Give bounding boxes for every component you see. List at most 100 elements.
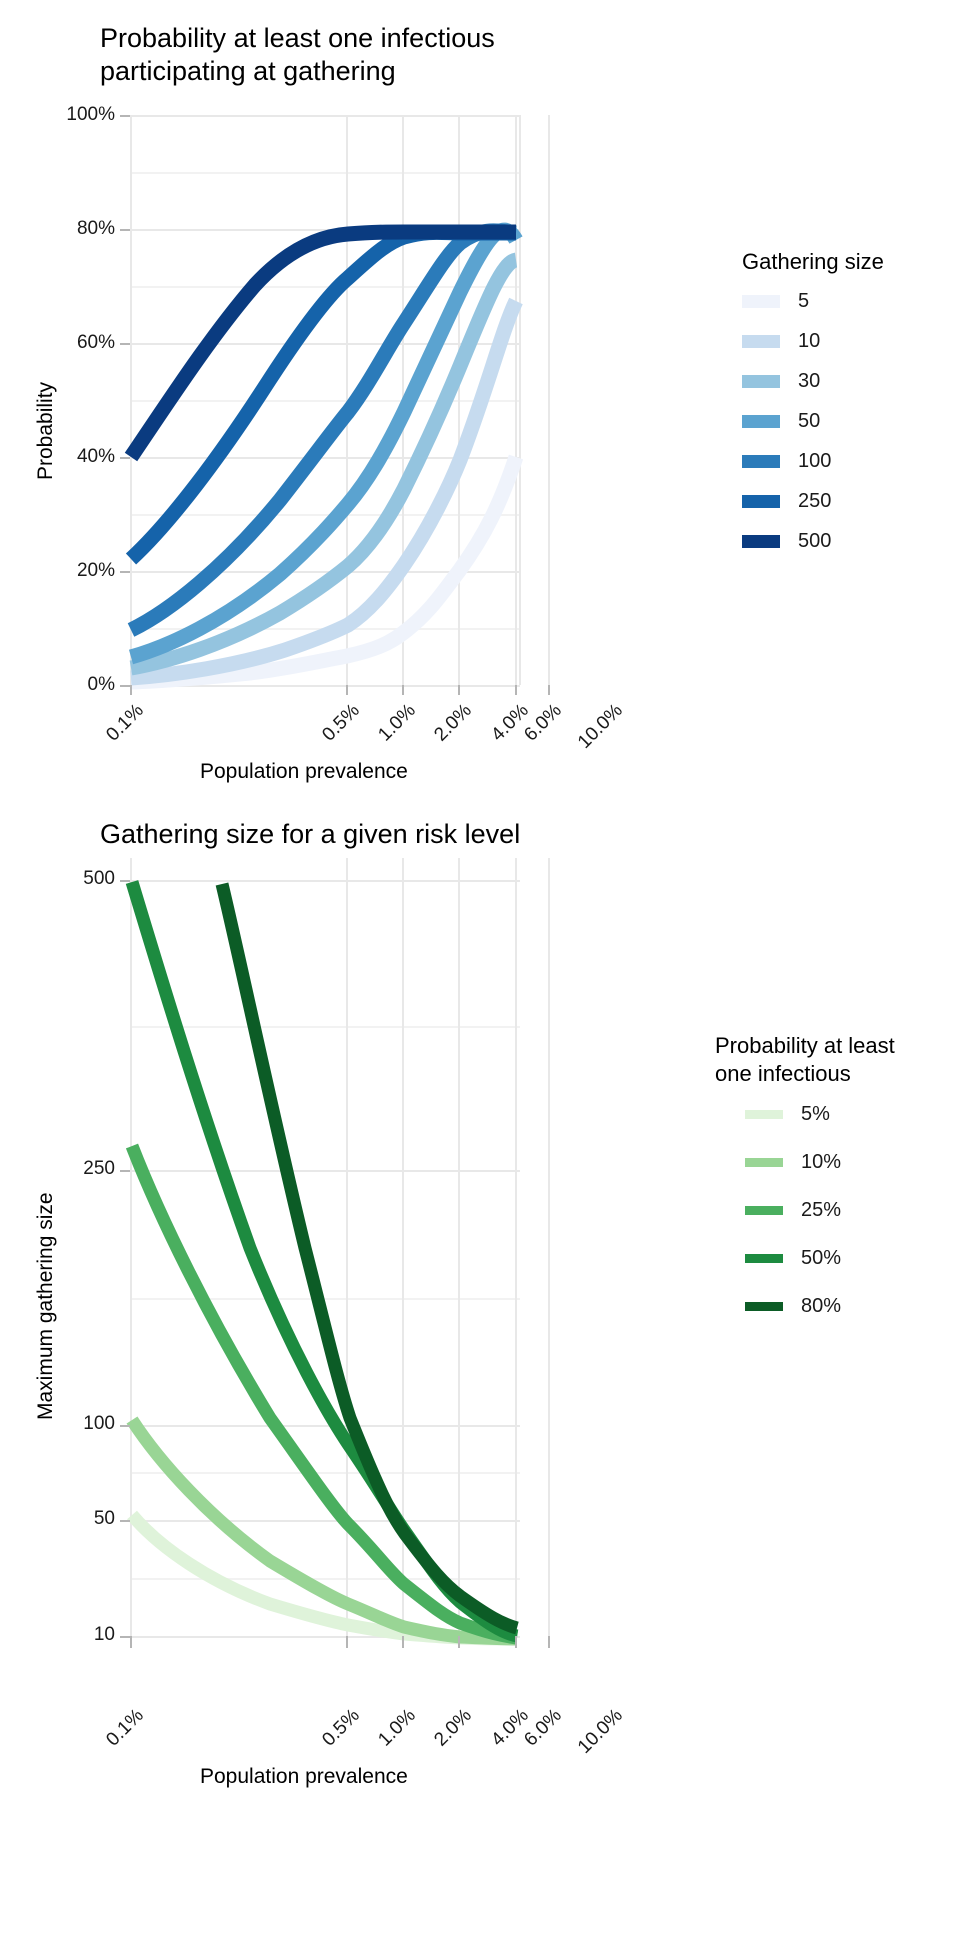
gridline-x-4.0-b <box>515 858 517 1636</box>
legend-label-30: 30 <box>798 370 821 392</box>
legend-swatch-30 <box>742 375 780 388</box>
y-tick-label-80-top: 80% <box>76 218 115 239</box>
y-tick-label-100-top: 100% <box>66 104 115 125</box>
y-tick-label-10-bottom: 10 <box>93 1624 115 1645</box>
gridline-y-minor-70 <box>130 286 520 288</box>
chart-gathering-size-for-risk-level: Gathering size for a given risk level Ma… <box>0 800 980 1960</box>
legend-item-250[interactable]: 250 <box>742 490 831 513</box>
plot-panel-bottom <box>120 858 550 1680</box>
legend-label-25pct: 25% <box>801 1199 842 1221</box>
legend-item-80pct[interactable]: 80% <box>745 1295 841 1318</box>
legend-swatch-25pct <box>745 1206 783 1215</box>
tick-x-1.0-top <box>402 685 404 695</box>
chart-probability-at-least-one-infectious: Probability at least one infectious part… <box>0 0 980 800</box>
x-tick-label-0.1-top: 0.1% <box>102 700 148 746</box>
tick-x-0.1-top <box>130 685 132 695</box>
legend-label-10pct: 10% <box>801 1151 842 1173</box>
legend-swatch-50 <box>742 415 780 428</box>
gridline-y-60 <box>130 343 520 345</box>
gridline-y-250 <box>130 1170 520 1172</box>
y-tick-label-40-top: 40% <box>76 446 115 467</box>
legend-item-100[interactable]: 100 <box>742 450 831 473</box>
y-tick-label-50-bottom: 50 <box>93 1508 115 1529</box>
legend-item-5[interactable]: 5 <box>742 290 809 313</box>
series-curves-top <box>124 222 524 690</box>
gridline-y-minor-b <box>130 1298 520 1300</box>
legend-item-10pct[interactable]: 10% <box>745 1151 841 1174</box>
chart-title-bottom: Gathering size for a given risk level <box>100 819 521 849</box>
tick-y-50-bottom <box>120 1520 130 1522</box>
gridline-y-minor-c <box>130 1472 520 1474</box>
tick-x-2.0-top <box>458 685 460 695</box>
gridline-y-50 <box>130 1520 520 1522</box>
gridline-x-10.0 <box>519 115 521 685</box>
tick-y-10-bottom <box>120 1636 130 1638</box>
tick-x-4.0-bottom <box>515 1636 517 1648</box>
gridline-y-100 <box>130 115 520 117</box>
gridline-y-80 <box>130 229 520 231</box>
gridline-x-4.0 <box>515 115 517 685</box>
legend-label-50pct: 50% <box>801 1247 842 1269</box>
legend-item-10[interactable]: 10 <box>742 330 820 353</box>
legend-item-5pct[interactable]: 5% <box>745 1103 830 1126</box>
tick-y-100-top <box>120 115 130 117</box>
legend-item-30[interactable]: 30 <box>742 370 820 393</box>
gridline-y-minor-30 <box>130 514 520 516</box>
tick-x-0.5-bottom <box>346 1636 348 1648</box>
series-line-50pct <box>125 880 519 1643</box>
gridline-y-40 <box>130 457 520 459</box>
tick-y-0-top <box>120 685 130 687</box>
legend-swatch-10 <box>742 335 780 348</box>
legend-label-500: 500 <box>798 530 832 552</box>
gridline-x-0.5-b <box>346 858 348 1636</box>
gridline-y-minor-50 <box>130 400 520 402</box>
series-curves-bottom <box>125 880 519 1646</box>
gridline-y-500 <box>130 880 520 882</box>
y-tick-label-60-top: 60% <box>76 332 115 353</box>
legend-swatch-250 <box>742 495 780 508</box>
y-tick-label-0-top: 0% <box>87 674 115 695</box>
tick-y-80-top <box>120 229 130 231</box>
legend-item-50[interactable]: 50 <box>742 410 820 433</box>
gridline-y-20 <box>130 571 520 573</box>
tick-x-0.5-top <box>346 685 348 695</box>
series-line-10-draw <box>130 297 523 686</box>
legend-label-80pct: 80% <box>801 1295 842 1317</box>
gridline-x-1.0-b <box>402 858 404 1636</box>
series-line-50 <box>128 222 523 665</box>
legend-swatch-10pct <box>745 1158 783 1167</box>
legend-title-top: Gathering size <box>742 249 884 274</box>
x-tick-label-0.1-bottom: 0.1% <box>102 1705 148 1751</box>
legend-item-500[interactable]: 500 <box>742 530 831 553</box>
gridline-x-2.0 <box>458 115 460 685</box>
gridline-x-6.0-b <box>548 858 550 1636</box>
gridline-x-2.0-b <box>458 858 460 1636</box>
y-tick-label-100-bottom: 100 <box>83 1413 115 1434</box>
gridline-y-0 <box>130 685 520 687</box>
tick-y-250-bottom <box>120 1170 130 1172</box>
legend-label-100: 100 <box>798 450 832 472</box>
series-line-5 <box>130 454 524 690</box>
legend-swatch-50pct <box>745 1254 783 1263</box>
gridline-y-minor-d <box>130 1578 520 1580</box>
y-tick-label-20-top: 20% <box>76 560 115 581</box>
legend-item-50pct[interactable]: 50% <box>745 1247 841 1270</box>
gridline-y-minor-a <box>130 1026 520 1028</box>
tick-x-0.1-bottom <box>130 1636 132 1648</box>
tick-y-60-top <box>120 343 130 345</box>
legend-item-25pct[interactable]: 25% <box>745 1199 841 1222</box>
gridline-x-6.0 <box>548 115 550 685</box>
legend-label-50: 50 <box>798 410 821 432</box>
plot-panel-top <box>120 115 550 695</box>
tick-y-20-top <box>120 571 130 573</box>
x-axis-title-top: Population prevalence <box>200 760 408 783</box>
tick-x-2.0-bottom <box>458 1636 460 1648</box>
legend-title-bottom: Probability at least one infectious <box>715 1033 895 1086</box>
legend-swatch-5 <box>742 295 780 308</box>
legend-label-10: 10 <box>798 330 821 352</box>
tick-y-500-bottom <box>120 880 130 882</box>
tick-x-4.0-top <box>515 685 517 695</box>
legend-label-5pct: 5% <box>801 1103 830 1125</box>
series-line-100 <box>127 223 517 637</box>
x-axis-title-bottom: Population prevalence <box>200 1765 408 1788</box>
